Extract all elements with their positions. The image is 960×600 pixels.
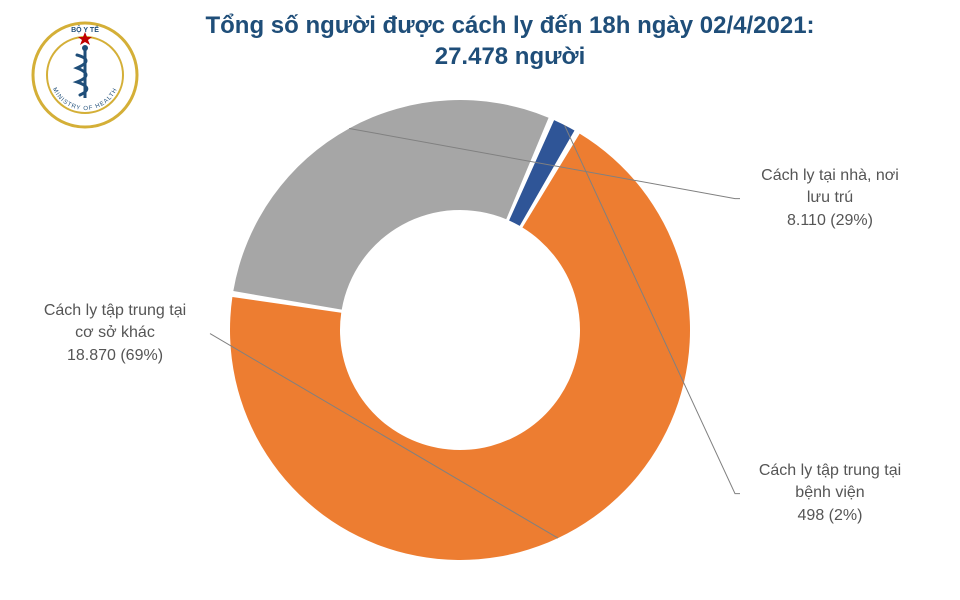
label-hospital-l3: 498 (2%) <box>740 505 920 527</box>
logo-svg: BỘ Y TẾ MINISTRY OF HEALTH <box>30 20 140 130</box>
donut-chart <box>230 100 690 565</box>
title-line-2: 27.478 người <box>160 41 860 72</box>
label-home-l3: 8.110 (29%) <box>740 210 920 232</box>
label-other-l2: cơ sở khác <box>20 322 210 344</box>
logo-staff-top-icon <box>82 45 88 51</box>
label-hospital: Cách ly tập trung tại bệnh viện 498 (2%) <box>740 460 920 527</box>
label-other: Cách ly tập trung tại cơ sở khác 18.870 … <box>20 300 210 367</box>
title-line-1: Tổng số người được cách ly đến 18h ngày … <box>160 10 860 41</box>
label-home-l2: lưu trú <box>740 187 920 209</box>
label-hospital-l2: bệnh viện <box>740 482 920 504</box>
donut-svg <box>230 100 690 560</box>
label-other-l1: Cách ly tập trung tại <box>20 300 210 322</box>
chart-title: Tổng số người được cách ly đến 18h ngày … <box>160 10 860 72</box>
chart-container: BỘ Y TẾ MINISTRY OF HEALTH Tổng số người… <box>0 0 960 600</box>
slice-home <box>233 100 548 310</box>
label-other-l3: 18.870 (69%) <box>20 345 210 367</box>
ministry-logo: BỘ Y TẾ MINISTRY OF HEALTH <box>30 20 140 135</box>
label-home: Cách ly tại nhà, nơi lưu trú 8.110 (29%) <box>740 165 920 232</box>
label-hospital-l1: Cách ly tập trung tại <box>740 460 920 482</box>
label-home-l1: Cách ly tại nhà, nơi <box>740 165 920 187</box>
